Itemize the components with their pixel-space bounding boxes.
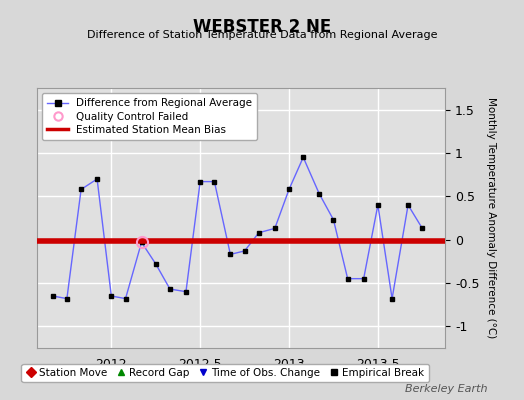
Text: WEBSTER 2 NE: WEBSTER 2 NE	[193, 18, 331, 36]
Text: Berkeley Earth: Berkeley Earth	[405, 384, 487, 394]
Legend: Station Move, Record Gap, Time of Obs. Change, Empirical Break: Station Move, Record Gap, Time of Obs. C…	[21, 364, 429, 382]
Y-axis label: Monthly Temperature Anomaly Difference (°C): Monthly Temperature Anomaly Difference (…	[486, 97, 496, 339]
Text: Difference of Station Temperature Data from Regional Average: Difference of Station Temperature Data f…	[87, 30, 437, 40]
